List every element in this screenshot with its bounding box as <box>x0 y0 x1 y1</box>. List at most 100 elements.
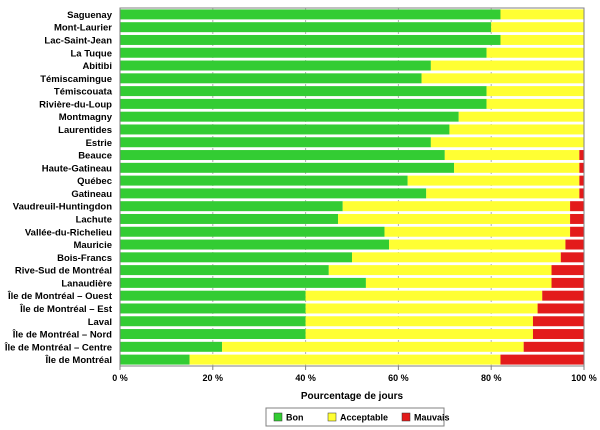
bar-segment-acceptable <box>189 354 501 365</box>
bar-segment-acceptable <box>458 111 584 122</box>
x-axis-ticks: 0 % 20 % 40 % 60 % 80 % 100 % <box>112 366 597 383</box>
category-label: Vallée-du-Richelieu <box>25 227 112 238</box>
x-tick-label: 60 % <box>388 373 409 383</box>
x-axis-title: Pourcentage de jours <box>301 391 404 402</box>
bar-segment-bon <box>120 150 445 161</box>
bar-segment-acceptable <box>421 73 584 84</box>
category-label: La Tuque <box>70 48 112 59</box>
bar-segment-bon <box>120 111 459 122</box>
bar-segment-mauvais <box>532 316 584 327</box>
bar-segment-bon <box>120 329 306 340</box>
bar-segment-acceptable <box>352 252 561 263</box>
legend-swatch-acceptable <box>327 412 337 422</box>
category-label: Île de Montréal – Ouest <box>7 290 113 302</box>
bar-segment-bon <box>120 341 223 352</box>
bar-segment-bon <box>120 252 352 263</box>
category-label: Haute-Gatineau <box>42 163 112 174</box>
bar-segment-bon <box>120 86 487 97</box>
category-label: Témiscouata <box>54 87 113 98</box>
bar-segment-bon <box>120 60 431 71</box>
x-tick-label: 0 % <box>112 373 128 383</box>
bar-segment-mauvais <box>565 239 584 250</box>
x-tick-label: 80 % <box>481 373 502 383</box>
bar-segment-mauvais <box>560 252 584 263</box>
bar-segment-acceptable <box>486 86 584 97</box>
bar-segment-acceptable <box>454 162 580 173</box>
bar-segment-acceptable <box>500 34 584 45</box>
category-label: Abitibi <box>82 61 112 72</box>
category-label: Vaudreuil-Huntingdon <box>13 202 112 213</box>
bar-segment-acceptable <box>407 175 580 186</box>
bar-segment-acceptable <box>305 316 533 327</box>
bar-segment-acceptable <box>389 239 566 250</box>
bar-segment-bon <box>120 73 422 84</box>
legend-label-mauvais: Mauvais <box>414 413 450 423</box>
bar-segment-acceptable <box>328 265 552 276</box>
bar-segment-mauvais <box>570 201 584 212</box>
category-label: Montmagny <box>59 112 113 123</box>
bar-segment-acceptable <box>365 277 552 288</box>
x-tick-label: 100 % <box>571 373 597 383</box>
bar-segment-bon <box>120 226 385 237</box>
bar-segment-bon <box>120 213 339 224</box>
bar-segment-acceptable <box>486 47 584 58</box>
legend: Bon Acceptable Mauvais <box>265 407 450 427</box>
bar-segment-mauvais <box>570 213 584 224</box>
bar-segment-bon <box>120 188 427 199</box>
bar-segment-acceptable <box>491 22 584 33</box>
category-label: Gatineau <box>71 189 112 200</box>
bar-segment-acceptable <box>305 290 543 301</box>
x-tick-label: 40 % <box>295 373 316 383</box>
bar-segment-bon <box>120 303 306 314</box>
bar-segment-mauvais <box>579 162 584 173</box>
bar-segment-acceptable <box>384 226 571 237</box>
category-label: Lanaudière <box>61 278 112 289</box>
category-label: Lachute <box>76 214 112 225</box>
bar-segment-mauvais <box>579 150 584 161</box>
category-label: Île de Montréal – Nord <box>12 329 112 341</box>
plot-frame <box>119 7 585 367</box>
legend-label-bon: Bon <box>286 413 304 423</box>
category-label: Estrie <box>86 138 112 149</box>
category-label: Lac-Saint-Jean <box>44 35 112 46</box>
bar-segment-bon <box>120 9 501 20</box>
bar-segment-bon <box>120 265 329 276</box>
category-label: Île de Montréal – Centre <box>4 341 112 353</box>
legend-swatch-mauvais <box>401 412 411 422</box>
bar-segment-bon <box>120 354 190 365</box>
bar-segment-acceptable <box>500 9 584 20</box>
bar-segment-mauvais <box>532 329 584 340</box>
category-label: Beauce <box>78 151 112 162</box>
bar-segment-bon <box>120 22 492 33</box>
bar-segment-bon <box>120 239 390 250</box>
bar-segment-bon <box>120 34 501 45</box>
bar-segment-mauvais <box>570 226 584 237</box>
bar-segment-bon <box>120 98 487 109</box>
category-label: Saguenay <box>67 10 113 21</box>
bar-segment-mauvais <box>537 303 584 314</box>
bar-segment-bon <box>120 162 455 173</box>
bar-segment-bon <box>120 290 306 301</box>
bar-segment-acceptable <box>444 150 580 161</box>
bar-segment-acceptable <box>338 213 571 224</box>
category-label: Québec <box>77 176 112 187</box>
category-label: Mauricie <box>73 240 112 251</box>
bar-segment-mauvais <box>579 188 584 199</box>
bar-segment-mauvais <box>523 341 584 352</box>
bar-segment-bon <box>120 316 306 327</box>
bar-segment-mauvais <box>500 354 584 365</box>
category-label: Laurentides <box>58 125 112 136</box>
category-label: Île de Montréal <box>44 354 112 366</box>
bar-segment-acceptable <box>430 60 584 71</box>
bar-segment-acceptable <box>305 303 538 314</box>
legend-box <box>265 407 445 427</box>
bar-segment-mauvais <box>551 265 584 276</box>
category-label: Rivière-du-Loup <box>39 99 112 110</box>
bar-segment-acceptable <box>342 201 571 212</box>
category-label: Laval <box>88 317 112 328</box>
bar-segment-acceptable <box>486 98 584 109</box>
bar-segment-mauvais <box>551 277 584 288</box>
bar-segment-bon <box>120 201 343 212</box>
